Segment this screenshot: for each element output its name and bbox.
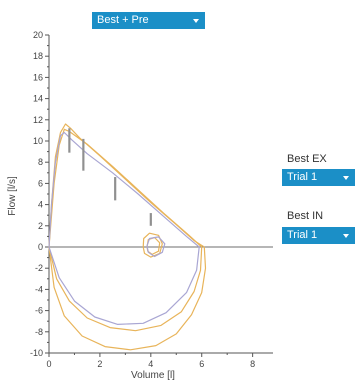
y-tick-label: -2 (35, 263, 43, 273)
y-tick-label: 16 (33, 72, 43, 82)
curve-tidal-loop-pre (146, 236, 166, 258)
y-tick-label: 12 (33, 115, 43, 125)
y-tick-label: 20 (33, 30, 43, 40)
y-tick-label: 14 (33, 94, 43, 104)
y-tick-label: 10 (33, 136, 43, 146)
y-tick-label: 4 (38, 200, 43, 210)
predicted-markers-layer (68, 128, 152, 226)
best-ex-label: Best EX (287, 153, 327, 165)
chevron-down-icon (343, 234, 349, 238)
y-tick-label: -6 (35, 306, 43, 316)
view-mode-value: Best + Pre (97, 14, 149, 26)
best-ex-value: Trial 1 (287, 171, 318, 183)
curve-best-inspiratory (48, 246, 207, 351)
y-tick-label: 0 (38, 242, 43, 252)
best-ex-dropdown[interactable]: Trial 1 (282, 169, 355, 186)
curves-layer (48, 123, 207, 351)
curve-pre-expiratory (48, 131, 200, 248)
x-tick-label: 6 (199, 359, 204, 369)
curve-best-inspiratory-2 (48, 246, 203, 332)
y-tick-label: 18 (33, 51, 43, 61)
best-in-dropdown[interactable]: Trial 1 (282, 227, 355, 244)
best-in-value: Trial 1 (287, 229, 318, 241)
x-tick-label: 0 (46, 359, 51, 369)
curve-tidal-loop (142, 232, 163, 258)
curve-pre-inspiratory (48, 246, 200, 325)
chevron-down-icon (193, 19, 199, 23)
chevron-down-icon (343, 176, 349, 180)
y-tick-label: 8 (38, 157, 43, 167)
axes-layer: -10 -8 -6 -4 -2 0 2 4 6 8 10 12 14 16 18 20 0 2 4 6 8 (30, 30, 273, 369)
y-tick-label: 2 (38, 221, 43, 231)
y-tick-label: -8 (35, 327, 43, 337)
curve-best-expiratory-2 (48, 128, 203, 248)
y-axis-label: Flow [l/s] (7, 176, 18, 216)
x-tick-label: 4 (148, 359, 153, 369)
y-tick-label: -10 (30, 348, 43, 358)
y-tick-label: -4 (35, 284, 43, 294)
y-tick-label: 6 (38, 178, 43, 188)
x-tick-label: 2 (97, 359, 102, 369)
x-tick-label: 8 (250, 359, 255, 369)
best-in-label: Best IN (287, 210, 324, 222)
view-mode-dropdown[interactable]: Best + Pre (92, 12, 205, 29)
x-axis-label: Volume [l] (131, 370, 175, 381)
